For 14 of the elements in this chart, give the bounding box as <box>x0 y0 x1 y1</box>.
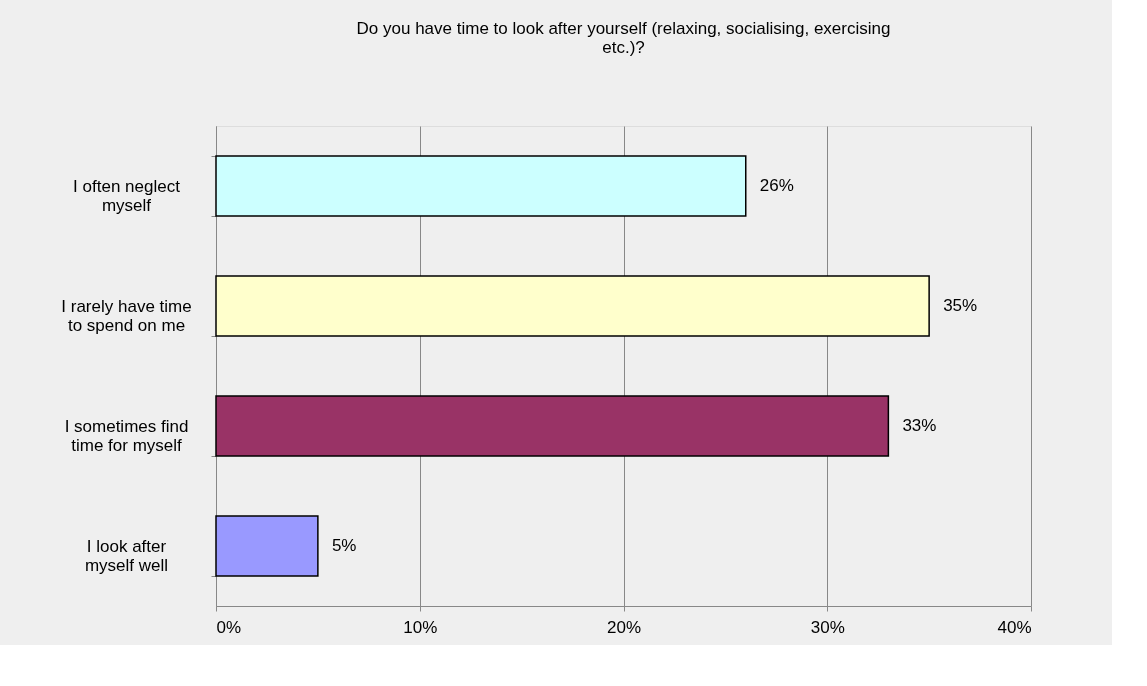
x-tick-label: 30% <box>810 617 845 637</box>
data-label: 35% <box>943 296 978 315</box>
data-label: 33% <box>902 416 937 435</box>
x-tick-label: 40% <box>997 617 1032 637</box>
y-tick-label: I rarely have time to spend on me <box>61 296 192 335</box>
chart-title: Do you have time to look after yourself (relaxing, socialising, exercising etc.)? <box>356 19 891 57</box>
data-label: 26% <box>759 176 794 195</box>
y-tick-label: I often neglect myself <box>73 176 181 215</box>
x-tick-label: 0% <box>216 617 242 637</box>
x-tick-label: 20% <box>606 617 642 637</box>
x-tick-label: 10% <box>403 617 438 637</box>
data-label: 5% <box>331 536 357 555</box>
y-tick-label: I look after myself well <box>84 536 169 575</box>
y-tick-label: I sometimes find time for myself <box>64 416 189 455</box>
